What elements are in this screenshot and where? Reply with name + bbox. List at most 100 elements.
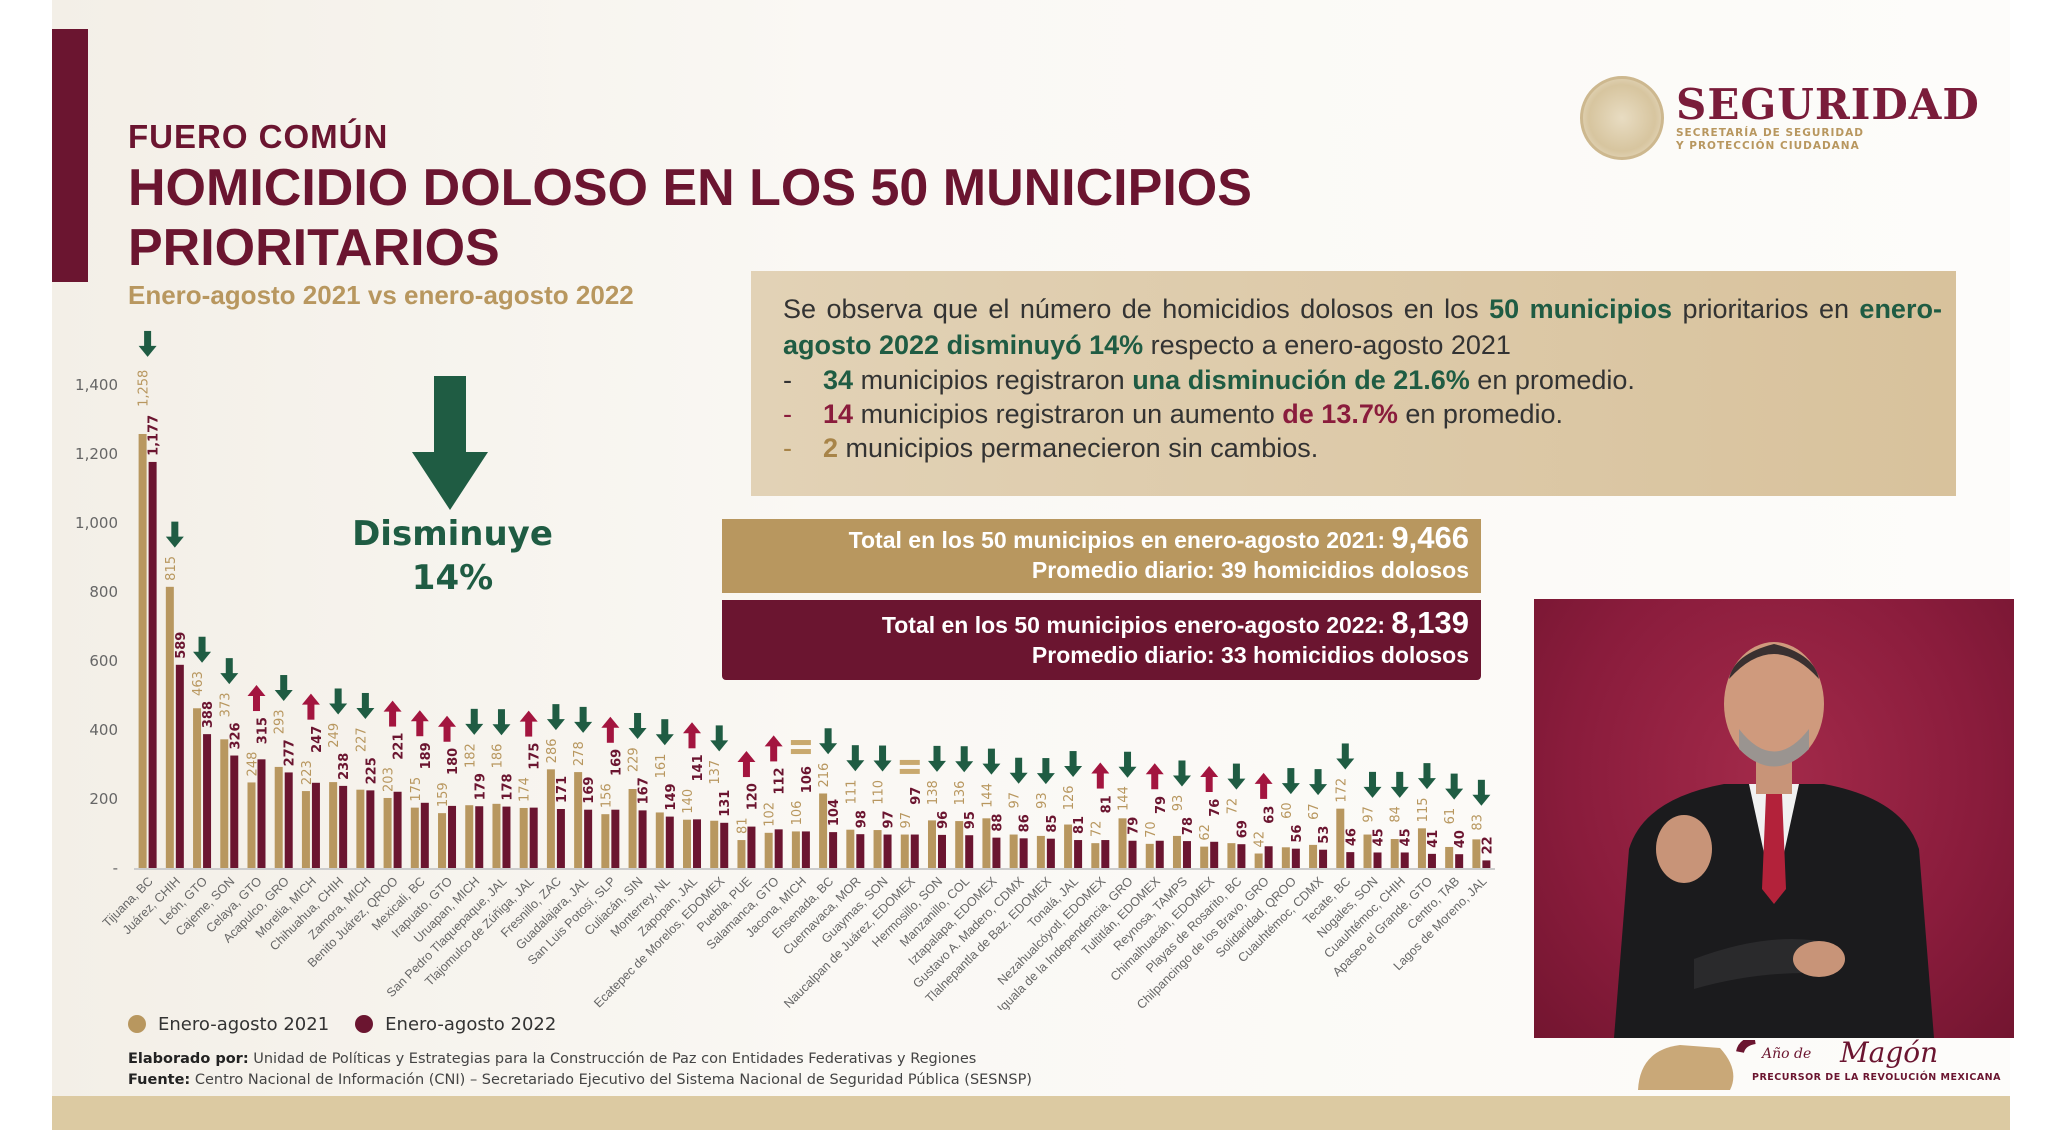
bar-2021 bbox=[927, 820, 936, 868]
value-label-2022: 175 bbox=[528, 743, 543, 770]
decrease-arrow-icon bbox=[274, 675, 293, 702]
value-label-2022: 95 bbox=[963, 811, 978, 829]
decrease-arrow-icon bbox=[846, 745, 865, 772]
bullet-dash: - bbox=[783, 365, 792, 395]
legend-label: Enero-agosto 2022 bbox=[385, 1014, 557, 1035]
value-label-2022: 120 bbox=[745, 783, 760, 810]
footer-label: Fuente: bbox=[128, 1072, 191, 1088]
daily-average: Promedio diario: 39 homicidios dolosos bbox=[1031, 557, 1469, 583]
y-tick-label: - bbox=[113, 859, 118, 877]
bar-2021 bbox=[1200, 846, 1209, 868]
count: 2 bbox=[823, 433, 839, 463]
bar-2021 bbox=[356, 789, 365, 868]
callout-value: 14% bbox=[411, 558, 494, 598]
value-label-2022: 131 bbox=[718, 790, 733, 817]
increase-arrow-icon bbox=[383, 700, 402, 727]
value-label-2021: 140 bbox=[681, 789, 696, 814]
value-label-2022: 277 bbox=[283, 739, 298, 766]
value-label-2021: 278 bbox=[572, 741, 587, 766]
value-label-2022: 78 bbox=[1181, 817, 1196, 835]
value-label-2022: 106 bbox=[800, 766, 815, 793]
bar-2021 bbox=[301, 791, 310, 868]
value-label-2021: 286 bbox=[545, 739, 560, 764]
legend-swatch bbox=[355, 1015, 374, 1033]
value-label-2021: 126 bbox=[1062, 785, 1077, 810]
decrease-arrow-icon bbox=[873, 745, 892, 772]
value-label-2021: 186 bbox=[490, 744, 505, 769]
bar-2021 bbox=[383, 797, 392, 868]
value-label-2021: 97 bbox=[1362, 806, 1377, 823]
bar-2022 bbox=[801, 831, 810, 868]
bar-2022 bbox=[556, 809, 565, 868]
bar-2022 bbox=[475, 806, 484, 868]
bar-2022 bbox=[1046, 838, 1055, 868]
kicker: FUERO COMÚN bbox=[128, 118, 389, 155]
bar-2022 bbox=[829, 832, 838, 868]
count: 34 bbox=[823, 365, 854, 395]
value-label-2022: 169 bbox=[582, 777, 597, 804]
bar-2022 bbox=[1482, 860, 1491, 868]
value-label-2021: 463 bbox=[191, 671, 206, 696]
value-label-2022: 41 bbox=[1426, 830, 1441, 848]
bar-2021 bbox=[438, 813, 447, 868]
footer-text: Unidad de Políticas y Estrategias para l… bbox=[253, 1051, 977, 1067]
value-label-2021: 110 bbox=[872, 780, 887, 805]
value-label-2022: 96 bbox=[936, 811, 951, 829]
bar-2022 bbox=[1427, 853, 1436, 868]
value-label-2022: 88 bbox=[990, 814, 1005, 832]
value-label-2022: 179 bbox=[473, 773, 488, 800]
summary-text: respecto a enero-agosto 2021 bbox=[1150, 330, 1511, 360]
decrease-arrow-icon bbox=[1036, 758, 1055, 785]
summary-box: Se observa que el número de homicidios d… bbox=[751, 271, 1956, 496]
bar-2021 bbox=[1390, 839, 1399, 868]
item-text: municipios registraron bbox=[860, 365, 1125, 395]
value-label-2021: 42 bbox=[1253, 831, 1268, 848]
value-label-2021: 174 bbox=[518, 777, 533, 802]
decrease-arrow-icon bbox=[1064, 751, 1083, 778]
value-label-2022: 56 bbox=[1290, 825, 1305, 843]
decrease-arrow-icon bbox=[982, 748, 1001, 775]
value-label-2022: 85 bbox=[1045, 815, 1060, 833]
summary-item-increase: - 14 municipios registraron un aumento d… bbox=[783, 397, 1942, 431]
legend-label: Enero-agosto 2021 bbox=[158, 1014, 330, 1035]
increase-arrow-icon bbox=[764, 735, 783, 762]
value-label-2022: 178 bbox=[500, 773, 515, 800]
bar-2021 bbox=[1363, 834, 1372, 868]
bar-2022 bbox=[774, 829, 783, 868]
bar-2021 bbox=[955, 821, 964, 868]
bar-2022 bbox=[529, 807, 538, 868]
value-label-2022: 171 bbox=[555, 776, 570, 803]
increase-arrow-icon bbox=[1254, 772, 1273, 799]
value-label-2022: 81 bbox=[1099, 795, 1114, 813]
decrease-arrow-icon bbox=[465, 708, 484, 735]
value-label-2022: 22 bbox=[1480, 836, 1495, 854]
bar-2022 bbox=[203, 734, 212, 868]
magon-portrait-icon bbox=[1638, 1040, 1756, 1090]
page-title: HOMICIDIO DOLOSO EN LOS 50 MUNICIPIOS PR… bbox=[128, 159, 1252, 277]
decrease-arrow-icon bbox=[574, 706, 593, 733]
value-label-2021: 72 bbox=[1089, 821, 1104, 838]
bar-2022 bbox=[693, 819, 702, 868]
value-label-2021: 216 bbox=[817, 763, 832, 788]
value-label-2022: 388 bbox=[201, 701, 216, 728]
decrease-arrow-icon bbox=[165, 521, 184, 548]
footer-text: Centro Nacional de Información (CNI) – S… bbox=[194, 1072, 1032, 1088]
value-label-2022: 46 bbox=[1344, 828, 1359, 846]
footer-label: Elaborado por: bbox=[128, 1051, 249, 1067]
value-label-2021: 175 bbox=[409, 777, 424, 802]
bar-2022 bbox=[257, 759, 266, 868]
value-label-2021: 293 bbox=[273, 709, 288, 734]
bar-2022 bbox=[1019, 838, 1028, 868]
value-label-2021: 144 bbox=[980, 783, 995, 808]
bar-2022 bbox=[311, 782, 320, 868]
value-label-2021: 97 bbox=[1008, 792, 1023, 809]
bar-2021 bbox=[1172, 835, 1181, 868]
bar-2022 bbox=[1291, 848, 1300, 868]
summary-highlight: 50 municipios bbox=[1489, 294, 1673, 324]
value-label-2021: 106 bbox=[790, 801, 805, 826]
bar-2022 bbox=[1373, 852, 1382, 868]
bullet-dash: - bbox=[783, 433, 792, 463]
value-label-2022: 63 bbox=[1263, 806, 1278, 824]
bar-2021 bbox=[492, 803, 501, 868]
increase-arrow-icon bbox=[601, 716, 620, 743]
